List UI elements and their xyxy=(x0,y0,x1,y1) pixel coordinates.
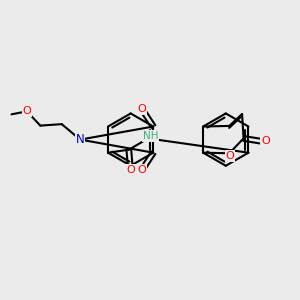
Text: O: O xyxy=(138,104,146,114)
Text: O: O xyxy=(226,151,234,161)
Text: NH: NH xyxy=(143,131,158,141)
Text: O: O xyxy=(138,165,146,175)
Text: N: N xyxy=(76,133,85,146)
Text: O: O xyxy=(22,106,31,116)
Text: O: O xyxy=(261,136,270,146)
Text: O: O xyxy=(126,165,135,175)
